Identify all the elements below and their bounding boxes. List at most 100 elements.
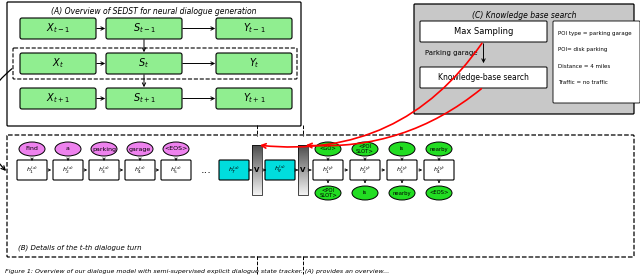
Ellipse shape bbox=[352, 142, 378, 156]
FancyBboxPatch shape bbox=[7, 135, 634, 257]
Text: $Y_{t-1}$: $Y_{t-1}$ bbox=[243, 22, 266, 35]
Bar bbox=[298, 159, 308, 160]
Text: $h_1^{(y)}$: $h_1^{(y)}$ bbox=[322, 164, 334, 176]
Bar bbox=[298, 145, 308, 195]
Text: parking: parking bbox=[92, 147, 116, 152]
Bar bbox=[252, 190, 262, 191]
Bar bbox=[298, 189, 308, 190]
Text: ...: ... bbox=[200, 165, 211, 175]
Bar bbox=[298, 192, 308, 193]
Bar bbox=[252, 189, 262, 190]
FancyBboxPatch shape bbox=[17, 160, 47, 180]
Text: (A) Overview of SEDST for neural dialogue generation: (A) Overview of SEDST for neural dialogu… bbox=[51, 7, 257, 16]
Bar bbox=[298, 191, 308, 192]
Bar bbox=[298, 186, 308, 187]
FancyBboxPatch shape bbox=[161, 160, 191, 180]
Bar bbox=[298, 176, 308, 177]
FancyBboxPatch shape bbox=[216, 53, 292, 74]
Bar bbox=[252, 162, 262, 163]
Bar bbox=[298, 193, 308, 194]
Bar bbox=[298, 160, 308, 161]
Ellipse shape bbox=[19, 142, 45, 156]
Text: <GO>: <GO> bbox=[319, 147, 337, 152]
Bar bbox=[298, 149, 308, 150]
FancyBboxPatch shape bbox=[216, 88, 292, 109]
Bar bbox=[252, 186, 262, 187]
Bar bbox=[252, 181, 262, 182]
Bar bbox=[252, 150, 262, 151]
Bar bbox=[252, 153, 262, 154]
Bar bbox=[252, 160, 262, 161]
Ellipse shape bbox=[163, 142, 189, 156]
Text: <POI
SLOT>: <POI SLOT> bbox=[319, 188, 337, 198]
Bar bbox=[298, 163, 308, 164]
Bar bbox=[252, 182, 262, 183]
Bar bbox=[298, 154, 308, 155]
Bar bbox=[298, 181, 308, 182]
Text: $Y_t$: $Y_t$ bbox=[248, 57, 259, 70]
Bar bbox=[298, 194, 308, 195]
Bar bbox=[298, 188, 308, 189]
Text: Find: Find bbox=[26, 147, 38, 152]
Bar bbox=[298, 165, 308, 166]
Bar bbox=[298, 148, 308, 149]
Bar bbox=[252, 155, 262, 156]
FancyBboxPatch shape bbox=[219, 160, 249, 180]
Bar bbox=[298, 187, 308, 188]
Bar bbox=[252, 169, 262, 170]
Bar bbox=[252, 179, 262, 180]
Text: $h_2^{(x)}$: $h_2^{(x)}$ bbox=[62, 164, 74, 176]
Text: $h_T^{(x)}$: $h_T^{(x)}$ bbox=[228, 164, 240, 176]
Bar bbox=[252, 146, 262, 147]
Bar bbox=[252, 154, 262, 155]
Bar bbox=[252, 157, 262, 158]
Bar bbox=[298, 179, 308, 180]
Bar bbox=[298, 152, 308, 153]
Text: Knowledge-base search: Knowledge-base search bbox=[438, 73, 529, 82]
Text: V: V bbox=[300, 167, 306, 173]
Bar bbox=[252, 184, 262, 185]
Text: <EOS>: <EOS> bbox=[164, 147, 188, 152]
Text: $S_{t+1}$: $S_{t+1}$ bbox=[132, 92, 156, 105]
Bar bbox=[252, 173, 262, 174]
Bar bbox=[298, 169, 308, 170]
Bar bbox=[298, 164, 308, 165]
Bar bbox=[298, 155, 308, 156]
Text: $h_4^{(x)}$: $h_4^{(x)}$ bbox=[134, 164, 146, 176]
Bar bbox=[252, 145, 262, 146]
Bar bbox=[298, 168, 308, 169]
FancyBboxPatch shape bbox=[420, 67, 547, 88]
Bar bbox=[298, 173, 308, 174]
Bar bbox=[298, 175, 308, 176]
Bar bbox=[298, 157, 308, 158]
Bar bbox=[298, 146, 308, 147]
Text: nearby: nearby bbox=[393, 191, 412, 196]
Bar bbox=[252, 191, 262, 192]
Ellipse shape bbox=[55, 142, 81, 156]
Text: Traffic = no traffic: Traffic = no traffic bbox=[558, 79, 608, 84]
Text: (B) Details of the t-th dialogue turn: (B) Details of the t-th dialogue turn bbox=[18, 245, 141, 251]
Bar bbox=[252, 165, 262, 166]
Text: a: a bbox=[66, 147, 70, 152]
Bar bbox=[252, 151, 262, 152]
Text: $h_1^{(x)}$: $h_1^{(x)}$ bbox=[26, 164, 38, 176]
Bar bbox=[252, 177, 262, 178]
Bar bbox=[252, 194, 262, 195]
Bar bbox=[252, 183, 262, 184]
Ellipse shape bbox=[315, 142, 341, 156]
Bar bbox=[298, 170, 308, 171]
Bar bbox=[252, 188, 262, 189]
Bar bbox=[252, 192, 262, 193]
Bar bbox=[252, 166, 262, 167]
Bar bbox=[298, 145, 308, 146]
FancyBboxPatch shape bbox=[7, 2, 301, 126]
Bar bbox=[252, 167, 262, 168]
FancyBboxPatch shape bbox=[553, 21, 640, 103]
Ellipse shape bbox=[315, 186, 341, 200]
Bar bbox=[298, 174, 308, 175]
Text: nearby: nearby bbox=[429, 147, 448, 152]
Text: Figure 1: Overview of our dialogue model with semi-supervised explicit dialogue : Figure 1: Overview of our dialogue model… bbox=[5, 268, 389, 274]
Bar bbox=[252, 174, 262, 175]
Bar bbox=[252, 161, 262, 162]
Bar bbox=[298, 178, 308, 179]
